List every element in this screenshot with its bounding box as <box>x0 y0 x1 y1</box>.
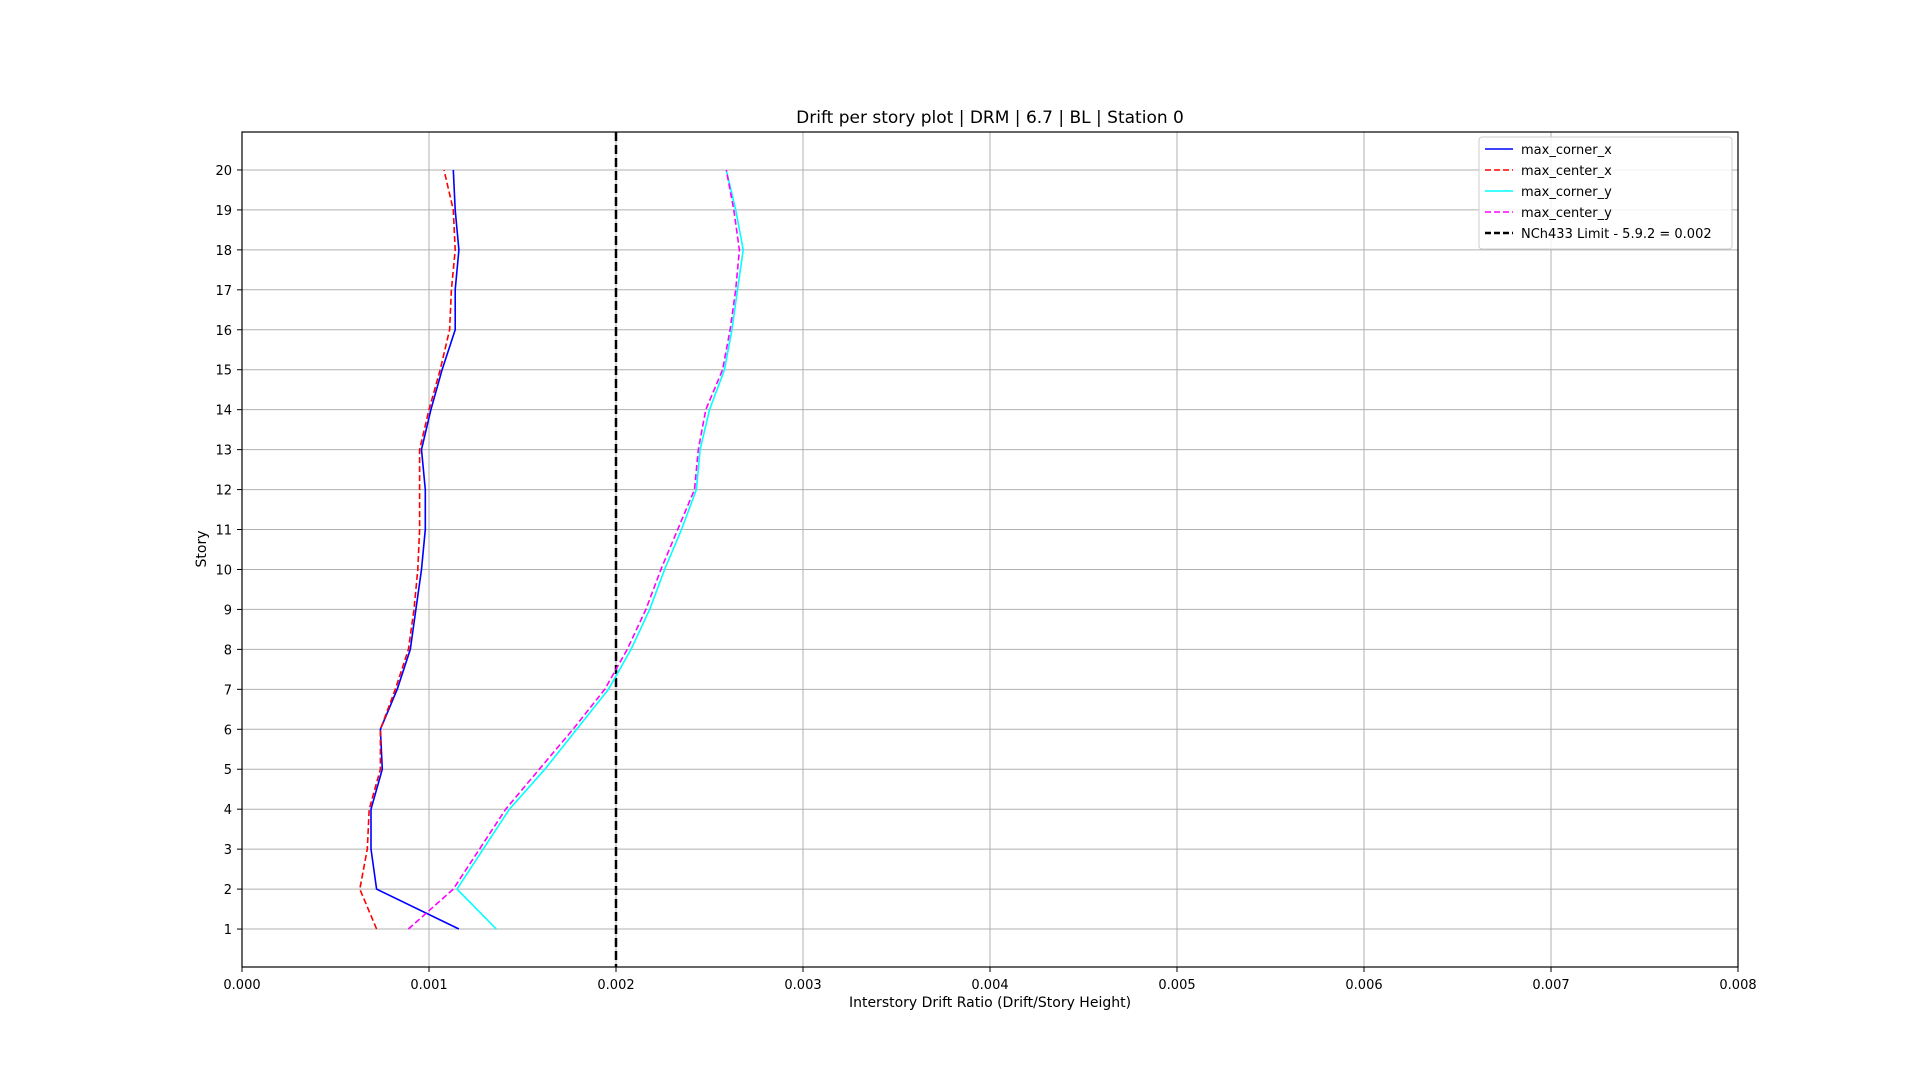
legend-label: max_center_y <box>1521 206 1612 221</box>
x-tick-label: 0.002 <box>597 978 634 993</box>
y-tick-label: 20 <box>215 164 232 179</box>
legend: max_corner_x max_center_x max_corner_y max_… <box>1478 136 1733 250</box>
series-line-max-center-y <box>407 169 741 930</box>
y-tick-label: 9 <box>224 603 232 618</box>
y-tick-label: 16 <box>215 324 232 339</box>
y-tick-label: 19 <box>215 204 232 219</box>
y-tick-label: 6 <box>224 723 232 738</box>
x-tick-label: 0.008 <box>1719 978 1756 993</box>
x-tick-label: 0.004 <box>971 978 1008 993</box>
legend-label: max_corner_x <box>1521 143 1612 158</box>
y-axis-label: Story <box>194 531 210 568</box>
series-line-max-corner-x <box>370 169 460 930</box>
legend-label: NCh433 Limit - 5.9.2 = 0.002 <box>1521 227 1712 242</box>
x-tick-label: 0.007 <box>1532 978 1569 993</box>
y-tick-label: 3 <box>224 843 232 858</box>
y-tick-label: 12 <box>215 484 232 499</box>
x-axis-label: Interstory Drift Ratio (Drift/Story Heig… <box>849 995 1131 1011</box>
x-tick-label: 0.001 <box>410 978 447 993</box>
series-line-max-corner-y <box>455 169 745 930</box>
y-tick-label: 4 <box>224 803 232 818</box>
legend-label: max_corner_y <box>1521 185 1612 200</box>
legend-label: max_center_x <box>1521 164 1612 179</box>
x-tick-label: 0.000 <box>223 978 260 993</box>
series-lines <box>358 169 745 930</box>
legend-box <box>1478 136 1733 250</box>
x-tick-label: 0.005 <box>1158 978 1195 993</box>
y-tick-label: 17 <box>215 284 232 299</box>
x-tick-label: 0.003 <box>784 978 821 993</box>
chart-title: Drift per story plot | DRM | 6.7 | BL | … <box>796 108 1184 128</box>
x-tick-label: 0.006 <box>1345 978 1382 993</box>
y-tick-label: 14 <box>215 404 232 419</box>
y-tick-label: 15 <box>215 364 232 379</box>
y-tick-label: 8 <box>224 643 232 658</box>
y-tick-label: 5 <box>224 763 232 778</box>
x-axis-ticks: 0.000 0.001 0.002 0.003 0.004 0.005 0.006 0.007… <box>223 967 1757 993</box>
y-tick-label: 18 <box>215 244 232 259</box>
series-line-max-center-x <box>358 169 457 930</box>
y-tick-label: 7 <box>224 683 232 698</box>
y-tick-label: 11 <box>215 524 232 539</box>
y-tick-label: 2 <box>224 883 232 898</box>
y-tick-label: 10 <box>215 563 232 578</box>
y-tick-label: 13 <box>215 444 232 459</box>
y-tick-label: 1 <box>224 923 232 938</box>
